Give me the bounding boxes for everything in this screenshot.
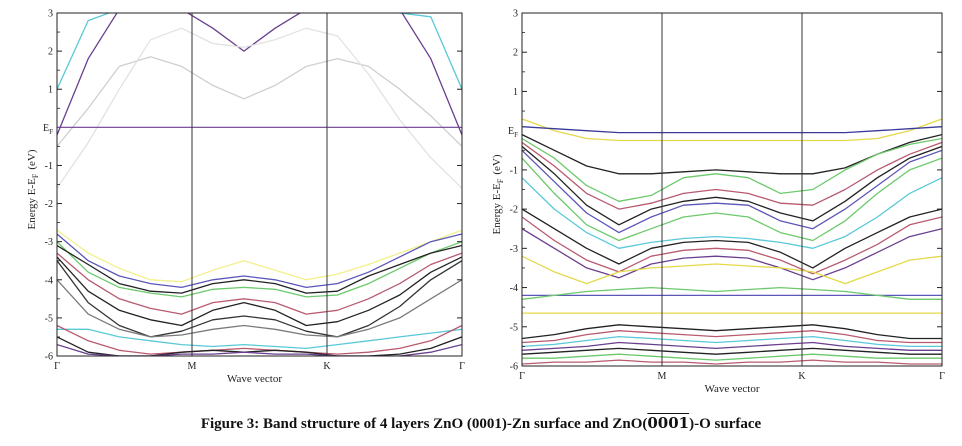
y-axis-label-main: Energy E-E bbox=[26, 178, 38, 230]
x-tick-label: K bbox=[798, 371, 806, 382]
x-tick-label: Γ bbox=[939, 371, 945, 382]
y-axis-label-sub: F bbox=[496, 178, 505, 183]
y-tick-label: 2 bbox=[513, 48, 518, 59]
x-tick-label: K bbox=[323, 361, 331, 372]
band-line bbox=[522, 255, 942, 285]
fermi-label: EF bbox=[43, 123, 53, 136]
band-line bbox=[522, 216, 942, 275]
caption-suffix: )-O surface bbox=[689, 416, 762, 432]
y-axis-label-sub: F bbox=[31, 173, 40, 178]
y-tick-label: -5 bbox=[510, 322, 518, 333]
fermi-label-sub: F bbox=[49, 128, 53, 136]
band-lines bbox=[57, 13, 462, 356]
band-line bbox=[522, 347, 942, 355]
caption-prefix: Figure 3: Band structure of 4 layers ZnO… bbox=[200, 416, 648, 432]
caption-miller-index: 0001 bbox=[647, 414, 690, 432]
band-line bbox=[522, 149, 942, 234]
fermi-label-main: E bbox=[43, 123, 49, 134]
band-line bbox=[522, 335, 942, 348]
band-line bbox=[57, 13, 462, 90]
band-line bbox=[57, 260, 462, 338]
y-tick-label: -3 bbox=[45, 237, 53, 248]
band-line bbox=[57, 336, 462, 356]
fermi-label-sub: F bbox=[514, 131, 518, 139]
y-tick-label: 1 bbox=[513, 87, 518, 98]
band-line bbox=[57, 244, 462, 294]
band-line bbox=[57, 233, 462, 289]
band-line bbox=[57, 241, 462, 298]
x-tick-label: Γ bbox=[519, 371, 525, 382]
band-line bbox=[522, 359, 942, 365]
band-line bbox=[57, 27, 462, 189]
y-tick-label: -1 bbox=[510, 165, 518, 176]
y-tick-label: -6 bbox=[45, 352, 53, 363]
x-axis-label: Wave vector bbox=[227, 373, 282, 385]
y-axis-label-unit: (eV) bbox=[26, 149, 38, 169]
band-line bbox=[522, 141, 942, 210]
band-line bbox=[522, 353, 942, 361]
y-axis-label-unit: (eV) bbox=[491, 154, 503, 174]
band-line bbox=[57, 256, 462, 327]
band-line bbox=[522, 126, 942, 134]
y-tick-label: -6 bbox=[510, 362, 518, 373]
y-axis-label: Energy E-EF (eV) bbox=[491, 154, 505, 234]
band-line bbox=[522, 330, 942, 344]
x-tick-label: Γ bbox=[459, 361, 465, 372]
band-line bbox=[522, 137, 942, 202]
y-tick-label: 1 bbox=[48, 85, 53, 96]
y-tick-label: -4 bbox=[510, 283, 518, 294]
band-line bbox=[522, 208, 942, 269]
figure-caption: Figure 3: Band structure of 4 layers ZnO… bbox=[0, 414, 962, 433]
band-line bbox=[522, 341, 942, 351]
y-tick-label: -2 bbox=[45, 199, 53, 210]
band-line bbox=[522, 145, 942, 226]
x-tick-label: M bbox=[188, 361, 197, 372]
y-tick-label: -2 bbox=[510, 205, 518, 216]
y-axis-label: Energy E-EF (eV) bbox=[26, 149, 40, 229]
y-tick-label: -1 bbox=[45, 161, 53, 172]
band-line bbox=[522, 157, 942, 242]
x-tick-label: M bbox=[658, 371, 667, 382]
y-axis-label-main: Energy E-E bbox=[491, 183, 503, 235]
y-tick-label: -4 bbox=[45, 275, 53, 286]
band-line bbox=[57, 324, 462, 355]
fermi-label-main: E bbox=[508, 126, 514, 137]
band-line bbox=[522, 286, 942, 300]
band-line bbox=[57, 279, 462, 338]
band-line bbox=[57, 56, 462, 147]
band-lines bbox=[522, 118, 942, 365]
x-axis-label: Wave vector bbox=[705, 383, 760, 395]
band-line bbox=[57, 343, 462, 356]
fermi-label: EF bbox=[508, 126, 518, 139]
band-line bbox=[522, 177, 942, 249]
y-tick-label: 2 bbox=[48, 47, 53, 58]
y-tick-label: -3 bbox=[510, 244, 518, 255]
y-tick-label: -5 bbox=[45, 313, 53, 324]
band-line bbox=[57, 328, 462, 350]
band-line bbox=[522, 324, 942, 340]
x-tick-label: Γ bbox=[54, 361, 60, 372]
band-line bbox=[57, 252, 462, 315]
band-line bbox=[57, 229, 462, 283]
band-line bbox=[57, 13, 462, 136]
band-line bbox=[522, 118, 942, 142]
y-tick-label: 3 bbox=[48, 9, 53, 20]
y-tick-label: 3 bbox=[513, 9, 518, 20]
band-line bbox=[522, 228, 942, 281]
